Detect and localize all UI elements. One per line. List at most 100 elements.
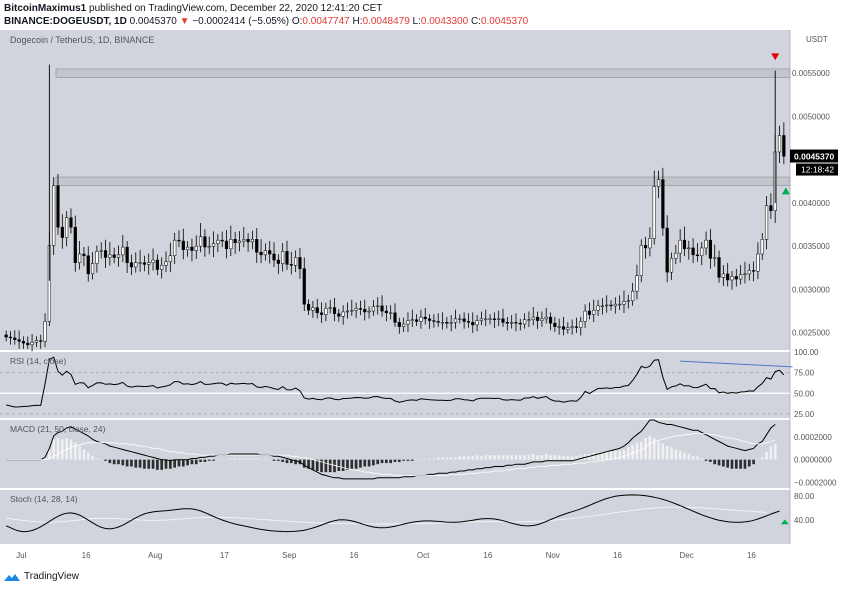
candle[interactable] (406, 312, 410, 333)
candle[interactable] (700, 241, 704, 266)
candle[interactable] (17, 330, 21, 349)
candle[interactable] (354, 302, 358, 318)
candle[interactable] (756, 242, 760, 280)
candle[interactable] (39, 334, 43, 349)
candle[interactable] (613, 297, 617, 314)
candle[interactable] (259, 239, 263, 264)
candle[interactable] (302, 257, 306, 312)
candle[interactable] (769, 193, 773, 219)
candle[interactable] (708, 229, 712, 269)
candle[interactable] (246, 233, 250, 252)
candle[interactable] (371, 299, 375, 316)
candle[interactable] (186, 241, 190, 257)
candle[interactable] (782, 122, 786, 165)
candle[interactable] (678, 229, 682, 263)
candle[interactable] (181, 228, 185, 260)
candle[interactable] (734, 268, 738, 287)
candle[interactable] (440, 312, 445, 330)
candle[interactable] (445, 316, 449, 329)
candle[interactable] (160, 257, 164, 279)
candle[interactable] (138, 250, 142, 272)
candle[interactable] (237, 231, 242, 252)
candle[interactable] (561, 316, 566, 336)
candle[interactable] (410, 309, 414, 327)
candle[interactable] (99, 242, 103, 259)
candle[interactable] (510, 315, 514, 329)
candle[interactable] (108, 241, 112, 266)
candle[interactable] (82, 246, 86, 267)
candle[interactable] (760, 233, 764, 260)
candle[interactable] (453, 309, 458, 329)
candle[interactable] (194, 235, 198, 259)
candle[interactable] (609, 300, 613, 311)
candle[interactable] (540, 311, 544, 327)
candle[interactable] (691, 238, 695, 264)
candle[interactable] (332, 297, 337, 322)
candle[interactable] (535, 311, 540, 329)
candle[interactable] (479, 311, 483, 326)
candle[interactable] (319, 302, 324, 323)
chart-canvas[interactable]: RSI (14, close) MACD (21, 50, close, 24)… (0, 30, 850, 568)
candle[interactable] (116, 245, 121, 267)
candle[interactable] (764, 195, 769, 250)
candle[interactable] (207, 236, 211, 255)
candle[interactable] (518, 318, 522, 331)
candle[interactable] (129, 254, 134, 275)
candle[interactable] (419, 309, 423, 329)
candle[interactable] (90, 252, 95, 280)
candle[interactable] (432, 314, 436, 328)
candle[interactable] (626, 294, 630, 309)
candle[interactable] (618, 295, 622, 311)
candle[interactable] (669, 252, 674, 280)
candle[interactable] (661, 167, 665, 236)
candle[interactable] (43, 313, 47, 348)
candle[interactable] (501, 308, 505, 327)
candle[interactable] (656, 170, 661, 199)
macd-signal-line[interactable] (6, 433, 776, 476)
candle[interactable] (579, 316, 583, 336)
candle[interactable] (436, 313, 440, 327)
candle[interactable] (665, 215, 669, 283)
author-name[interactable]: BitcoinMaximus1 (4, 3, 87, 14)
candle[interactable] (95, 245, 99, 273)
candle[interactable] (8, 331, 13, 345)
candle[interactable] (177, 230, 181, 248)
candle[interactable] (337, 308, 341, 322)
candle[interactable] (52, 176, 56, 256)
candle[interactable] (289, 251, 293, 275)
candle[interactable] (65, 211, 69, 247)
candle[interactable] (198, 222, 203, 253)
candle[interactable] (548, 312, 553, 331)
candle[interactable] (21, 336, 26, 349)
candle[interactable] (622, 290, 626, 313)
candle[interactable] (380, 295, 384, 317)
candle[interactable] (639, 239, 643, 283)
candle[interactable] (60, 214, 64, 249)
candle[interactable] (747, 263, 751, 281)
stoch-k-line[interactable] (5, 494, 780, 533)
rsi-line[interactable] (6, 356, 785, 408)
candle[interactable] (112, 247, 116, 264)
candle[interactable] (566, 322, 570, 334)
candle[interactable] (557, 318, 561, 335)
candle[interactable] (726, 262, 730, 287)
candle[interactable] (367, 306, 371, 319)
candle[interactable] (13, 330, 17, 345)
candle[interactable] (527, 311, 531, 328)
candle[interactable] (471, 312, 475, 333)
candle[interactable] (631, 282, 635, 306)
macd-line[interactable] (6, 419, 776, 480)
candle[interactable] (363, 299, 367, 321)
candle[interactable] (587, 302, 592, 320)
candle[interactable] (211, 231, 216, 258)
candle[interactable] (190, 238, 194, 262)
candle[interactable] (155, 254, 159, 276)
candle[interactable] (397, 317, 401, 334)
candle[interactable] (721, 265, 725, 287)
candle[interactable] (389, 305, 393, 320)
candle[interactable] (592, 299, 596, 323)
candle[interactable] (350, 299, 354, 316)
candle[interactable] (233, 231, 237, 254)
candle[interactable] (229, 225, 233, 257)
candle[interactable] (466, 313, 471, 328)
